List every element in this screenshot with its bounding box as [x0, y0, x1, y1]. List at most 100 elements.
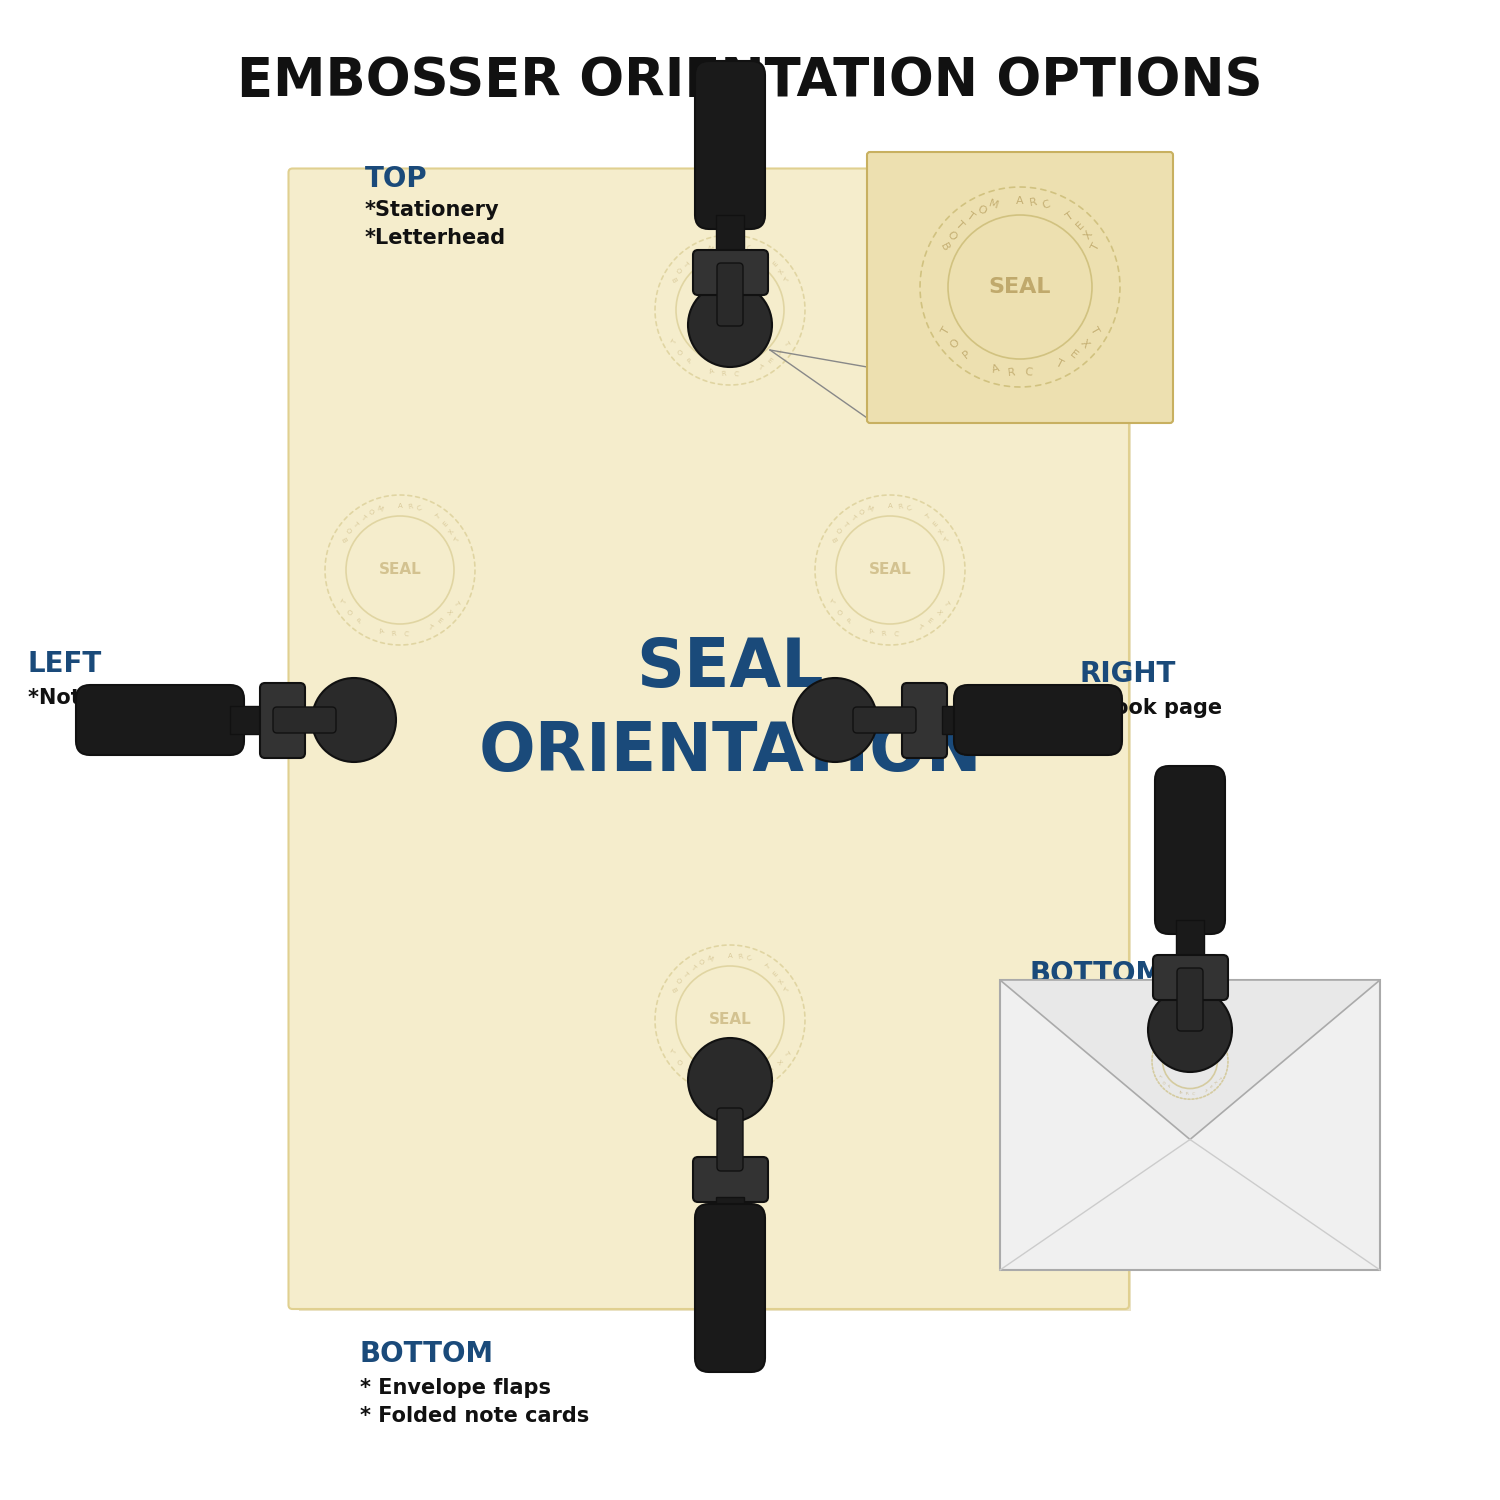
Text: T: T: [942, 598, 950, 606]
Text: T: T: [1168, 1032, 1173, 1036]
FancyBboxPatch shape: [694, 62, 765, 229]
Text: EMBOSSER ORIENTATION OPTIONS: EMBOSSER ORIENTATION OPTIONS: [237, 56, 1263, 106]
Text: R: R: [1029, 196, 1038, 207]
Text: C: C: [734, 1082, 740, 1088]
Text: X: X: [776, 1059, 783, 1066]
Text: T: T: [1054, 357, 1065, 369]
Bar: [298, 178, 1131, 1311]
FancyBboxPatch shape: [693, 251, 768, 296]
Text: O: O: [675, 267, 682, 276]
Text: A: A: [992, 363, 1000, 375]
Circle shape: [1148, 988, 1232, 1072]
Text: O: O: [678, 348, 686, 357]
Text: P: P: [357, 616, 363, 624]
Text: R: R: [392, 632, 396, 638]
Text: SEAL: SEAL: [708, 1013, 752, 1028]
Text: BOTTOM: BOTTOM: [1030, 960, 1164, 988]
Text: T: T: [670, 1048, 678, 1056]
Text: *Not Common: *Not Common: [28, 688, 190, 708]
Text: T: T: [944, 537, 951, 543]
Text: T: T: [783, 276, 790, 284]
Circle shape: [688, 1038, 772, 1122]
Text: T: T: [756, 363, 764, 370]
Text: *Stationery
*Letterhead: *Stationery *Letterhead: [364, 200, 506, 248]
Text: R: R: [406, 503, 412, 510]
Text: T: T: [688, 254, 696, 261]
FancyBboxPatch shape: [954, 686, 1122, 754]
Text: E: E: [932, 520, 939, 528]
Text: T: T: [351, 520, 358, 528]
Text: T: T: [688, 964, 696, 970]
Text: X: X: [778, 978, 786, 986]
Text: X: X: [1078, 338, 1090, 350]
Text: E: E: [766, 357, 774, 364]
Text: C: C: [1198, 1028, 1202, 1032]
Text: SEAL: SEAL: [988, 278, 1052, 297]
Text: M: M: [1178, 1028, 1182, 1032]
Text: TOP: TOP: [364, 165, 428, 194]
FancyBboxPatch shape: [693, 1156, 768, 1202]
Text: T: T: [1089, 324, 1101, 336]
Text: T: T: [1203, 1088, 1208, 1092]
Text: X: X: [446, 609, 453, 616]
Text: T: T: [924, 514, 932, 520]
Text: LEFT: LEFT: [28, 650, 102, 678]
Bar: [716, 1197, 744, 1231]
Text: C: C: [894, 632, 898, 638]
Text: T: T: [1216, 1076, 1221, 1080]
FancyBboxPatch shape: [1155, 766, 1226, 934]
Text: C: C: [747, 956, 753, 962]
Text: A: A: [728, 952, 732, 958]
Text: E: E: [1074, 219, 1086, 231]
Text: T: T: [1216, 1044, 1221, 1048]
Polygon shape: [1000, 980, 1380, 1140]
Text: R: R: [880, 632, 886, 638]
Text: B: B: [830, 537, 837, 543]
Text: O: O: [1173, 1029, 1178, 1035]
Text: T: T: [453, 537, 460, 543]
Text: E: E: [771, 970, 778, 978]
Text: O: O: [948, 338, 962, 350]
Text: C: C: [734, 370, 740, 378]
Text: T: T: [764, 964, 771, 970]
Text: A: A: [1016, 196, 1025, 206]
Text: C: C: [906, 506, 914, 512]
Text: A: A: [708, 369, 716, 375]
Text: E: E: [441, 520, 448, 528]
Text: T: T: [1065, 211, 1076, 223]
Text: E: E: [1208, 1084, 1212, 1089]
Text: R: R: [736, 243, 742, 249]
Text: T: T: [939, 324, 951, 336]
Bar: [1176, 920, 1204, 960]
Text: C: C: [404, 632, 410, 638]
Text: A: A: [888, 503, 892, 509]
Circle shape: [688, 284, 772, 368]
Text: R: R: [1194, 1026, 1197, 1030]
Text: X: X: [938, 528, 945, 536]
Text: B: B: [339, 537, 346, 543]
FancyBboxPatch shape: [902, 682, 946, 758]
Text: P: P: [1167, 1084, 1172, 1089]
Text: M: M: [376, 506, 384, 513]
Text: T: T: [452, 598, 459, 606]
Text: O: O: [698, 958, 705, 966]
Text: T: T: [783, 987, 790, 993]
Text: T: T: [340, 598, 348, 606]
Text: O: O: [698, 249, 705, 256]
Text: SEAL
ORIENTATION: SEAL ORIENTATION: [478, 634, 982, 784]
Text: T: T: [756, 1074, 764, 1082]
Text: P: P: [962, 348, 972, 360]
Text: * Envelope flaps
* Folded note cards: * Envelope flaps * Folded note cards: [360, 1378, 590, 1426]
Text: X: X: [934, 609, 942, 616]
Text: X: X: [1212, 1080, 1216, 1084]
FancyBboxPatch shape: [1178, 968, 1203, 1030]
Text: R: R: [1008, 368, 1016, 378]
FancyBboxPatch shape: [694, 1204, 765, 1372]
Text: M: M: [867, 506, 874, 513]
Text: C: C: [1024, 368, 1032, 378]
Text: A: A: [378, 628, 386, 636]
Text: T: T: [954, 219, 966, 231]
Text: E: E: [926, 616, 933, 624]
Text: A: A: [1188, 1026, 1191, 1030]
FancyBboxPatch shape: [867, 152, 1173, 423]
